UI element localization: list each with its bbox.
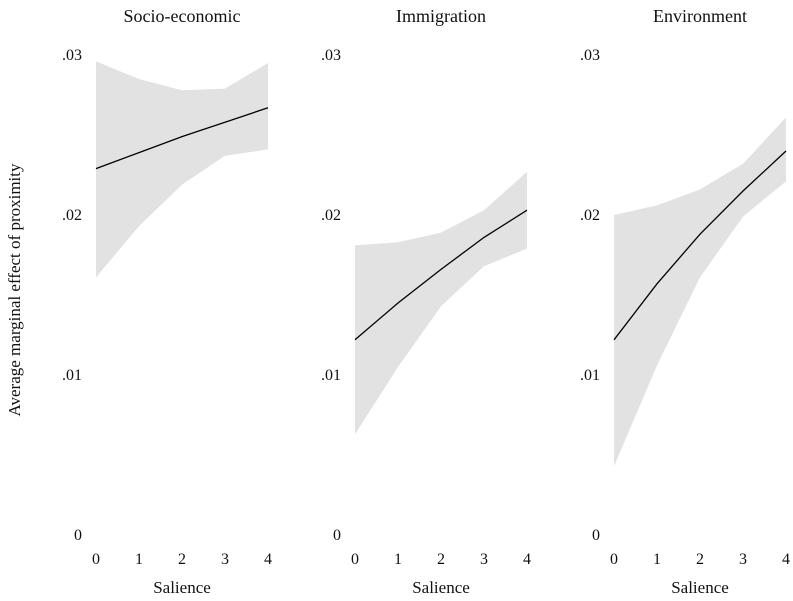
y-tick-label: 0	[333, 527, 341, 544]
y-tick-label: .01	[580, 367, 600, 384]
x-tick-label: 1	[135, 551, 143, 568]
x-tick-label: 4	[523, 551, 531, 568]
panel-2: Environment .03 .02 .01 00 1 2 3 4 Salience	[580, 6, 790, 597]
y-tick-label: 0	[74, 527, 82, 544]
y-tick-label: .02	[62, 207, 82, 224]
panel-0: Socio-economic .03 .02 .01 00 1 2 3 4 Salience	[62, 6, 272, 597]
y-tick-label: .03	[62, 47, 82, 64]
x-tick-label: 2	[178, 551, 186, 568]
panel-title: Environment	[653, 6, 747, 26]
y-tick-label: .02	[580, 207, 600, 224]
panel-title: Immigration	[396, 6, 486, 26]
y-axis-label: Average marginal effect of proximity	[5, 163, 24, 417]
confidence-band	[614, 117, 786, 467]
x-axis-label: Salience	[153, 578, 211, 597]
x-tick-label: 3	[739, 551, 747, 568]
x-tick-label: 0	[610, 551, 618, 568]
y-tick-label: .01	[62, 367, 82, 384]
x-tick-label: 3	[480, 551, 488, 568]
x-tick-label: 4	[264, 551, 272, 568]
y-tick-label: .02	[321, 207, 341, 224]
x-tick-label: 4	[782, 551, 790, 568]
confidence-band	[355, 171, 527, 435]
x-tick-label: 0	[92, 551, 100, 568]
confidence-band	[96, 61, 268, 278]
x-tick-label: 1	[394, 551, 402, 568]
y-tick-label: .03	[580, 47, 600, 64]
panel-title: Socio-economic	[124, 6, 241, 26]
x-tick-label: 3	[221, 551, 229, 568]
estimate-line	[613, 150, 787, 341]
y-tick-label: .03	[321, 47, 341, 64]
panel-1: Immigration .03 .02 .01 00 1 2 3 4 Salience	[321, 6, 531, 597]
estimate-line	[95, 107, 269, 170]
x-tick-label: 1	[653, 551, 661, 568]
x-axis-label: Salience	[671, 578, 729, 597]
estimate-line	[354, 209, 528, 341]
x-tick-label: 0	[351, 551, 359, 568]
y-tick-label: 0	[592, 527, 600, 544]
x-axis-label: Salience	[412, 578, 470, 597]
y-tick-label: .01	[321, 367, 341, 384]
x-tick-label: 2	[696, 551, 704, 568]
x-tick-label: 2	[437, 551, 445, 568]
